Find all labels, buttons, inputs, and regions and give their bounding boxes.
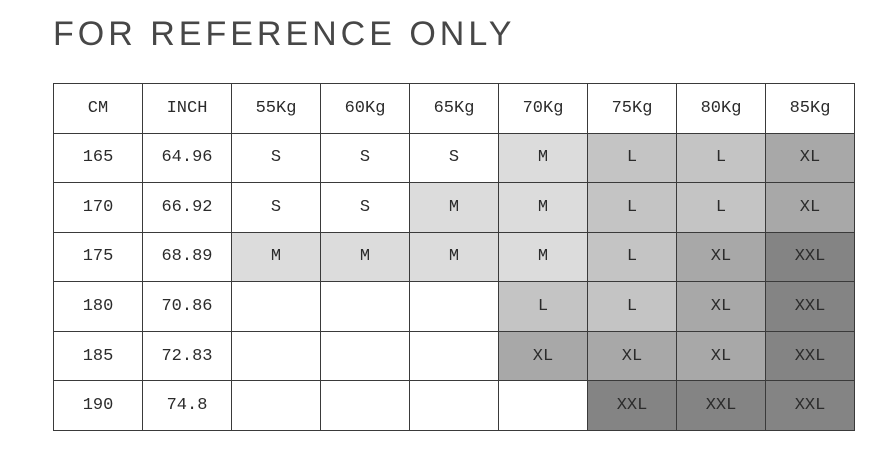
- svg-text:FOR REFERENCE ONLY: FOR REFERENCE ONLY: [53, 15, 515, 53]
